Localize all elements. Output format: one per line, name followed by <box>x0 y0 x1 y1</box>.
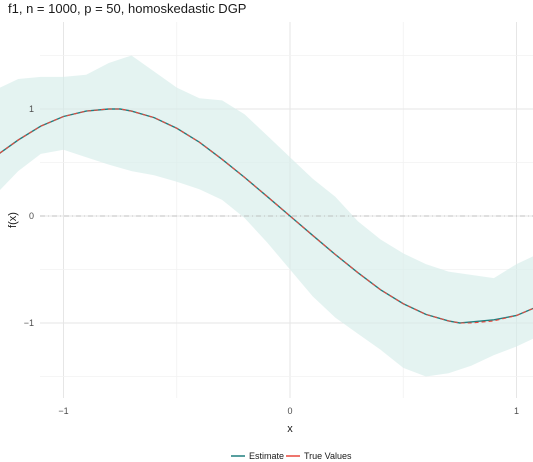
confidence-band-group <box>0 55 533 377</box>
x-tick-label: 1 <box>514 406 519 416</box>
y-tick-labels: −1 0 1 <box>24 104 34 328</box>
confidence-band <box>0 55 533 377</box>
legend: Estimate True Values <box>231 451 352 461</box>
x-tick-labels: −2−1012 <box>58 406 519 416</box>
series-lines <box>0 108 533 324</box>
legend-label-estimate: Estimate <box>249 451 284 461</box>
chart-title: f1, n = 1000, p = 50, homoskedastic DGP <box>8 1 246 16</box>
x-tick-label: −1 <box>58 406 68 416</box>
y-tick-label: 1 <box>29 104 34 114</box>
y-axis-label: f(x) <box>7 212 19 228</box>
x-axis-label: x <box>287 423 293 435</box>
y-tick-label: 0 <box>29 211 34 221</box>
legend-label-true-values: True Values <box>304 451 352 461</box>
x-tick-label: 0 <box>287 406 292 416</box>
y-tick-label: −1 <box>24 318 34 328</box>
series-line-estimate <box>0 108 533 324</box>
